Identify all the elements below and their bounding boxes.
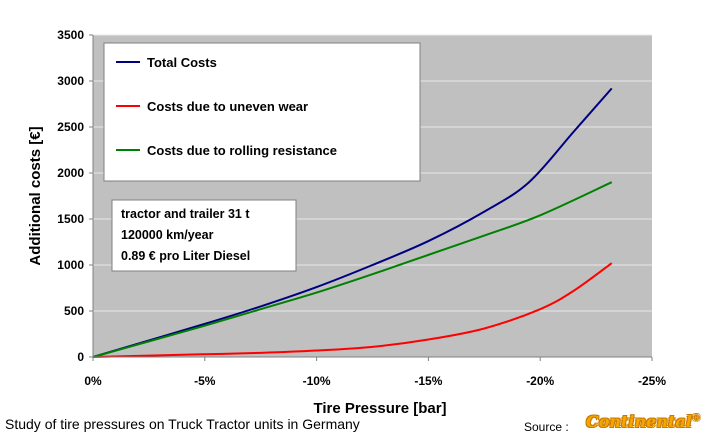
logo-registered-mark: ® (691, 413, 701, 424)
annotation-line-1: tractor and trailer 31 t (121, 207, 250, 221)
y-tick-label-5: 2500 (57, 120, 84, 134)
annotation-line-2: 120000 km/year (121, 228, 214, 242)
legend: Total Costs Costs due to uneven wear Cos… (103, 42, 421, 182)
legend-label-total: Total Costs (147, 55, 217, 70)
logo-text: Continental (586, 412, 692, 431)
annotation-frame (111, 199, 297, 272)
series-line-total-costs (92, 87, 613, 358)
x-tick-label-5: -25% (638, 374, 666, 388)
annotation-line-3: 0.89 € pro Liter Diesel (121, 249, 250, 263)
series-line-rolling-resistance (92, 181, 613, 358)
y-tick-label-3: 1500 (57, 212, 84, 226)
y-tick-labels: 0 500 1000 1500 2000 2500 3000 3500 (57, 28, 93, 364)
annotation-box: tractor and trailer 31 t 120000 km/year … (111, 199, 297, 272)
x-tick-label-2: -10% (303, 374, 331, 388)
legend-label-wear: Costs due to uneven wear (147, 99, 308, 114)
legend-label-rolling: Costs due to rolling resistance (147, 143, 337, 158)
x-tick-label-1: -5% (194, 374, 216, 388)
y-tick-label-1: 500 (64, 304, 84, 318)
source-label: Source : (524, 420, 569, 434)
series-line-uneven-wear (92, 262, 613, 358)
y-axis-title: Additional costs [€] (27, 126, 44, 265)
y-tick-label-7: 3500 (57, 28, 84, 42)
legend-box (103, 42, 421, 182)
continental-logo: Continental® (586, 412, 701, 431)
y-tick-label-4: 2000 (57, 166, 84, 180)
x-tick-label-4: -20% (526, 374, 554, 388)
y-tick-label-6: 3000 (57, 74, 84, 88)
x-tick-label-0: 0% (84, 374, 102, 388)
series-layer (92, 87, 613, 358)
y-tick-label-0: 0 (77, 350, 84, 364)
y-tick-label-2: 1000 (57, 258, 84, 272)
footer-caption: Study of tire pressures on Truck Tractor… (5, 416, 360, 432)
x-axis-title: Tire Pressure [bar] (313, 400, 446, 417)
x-tick-labels: 0% -5% -10% -15% -20% -25% (84, 357, 666, 388)
x-tick-label-3: -15% (414, 374, 442, 388)
